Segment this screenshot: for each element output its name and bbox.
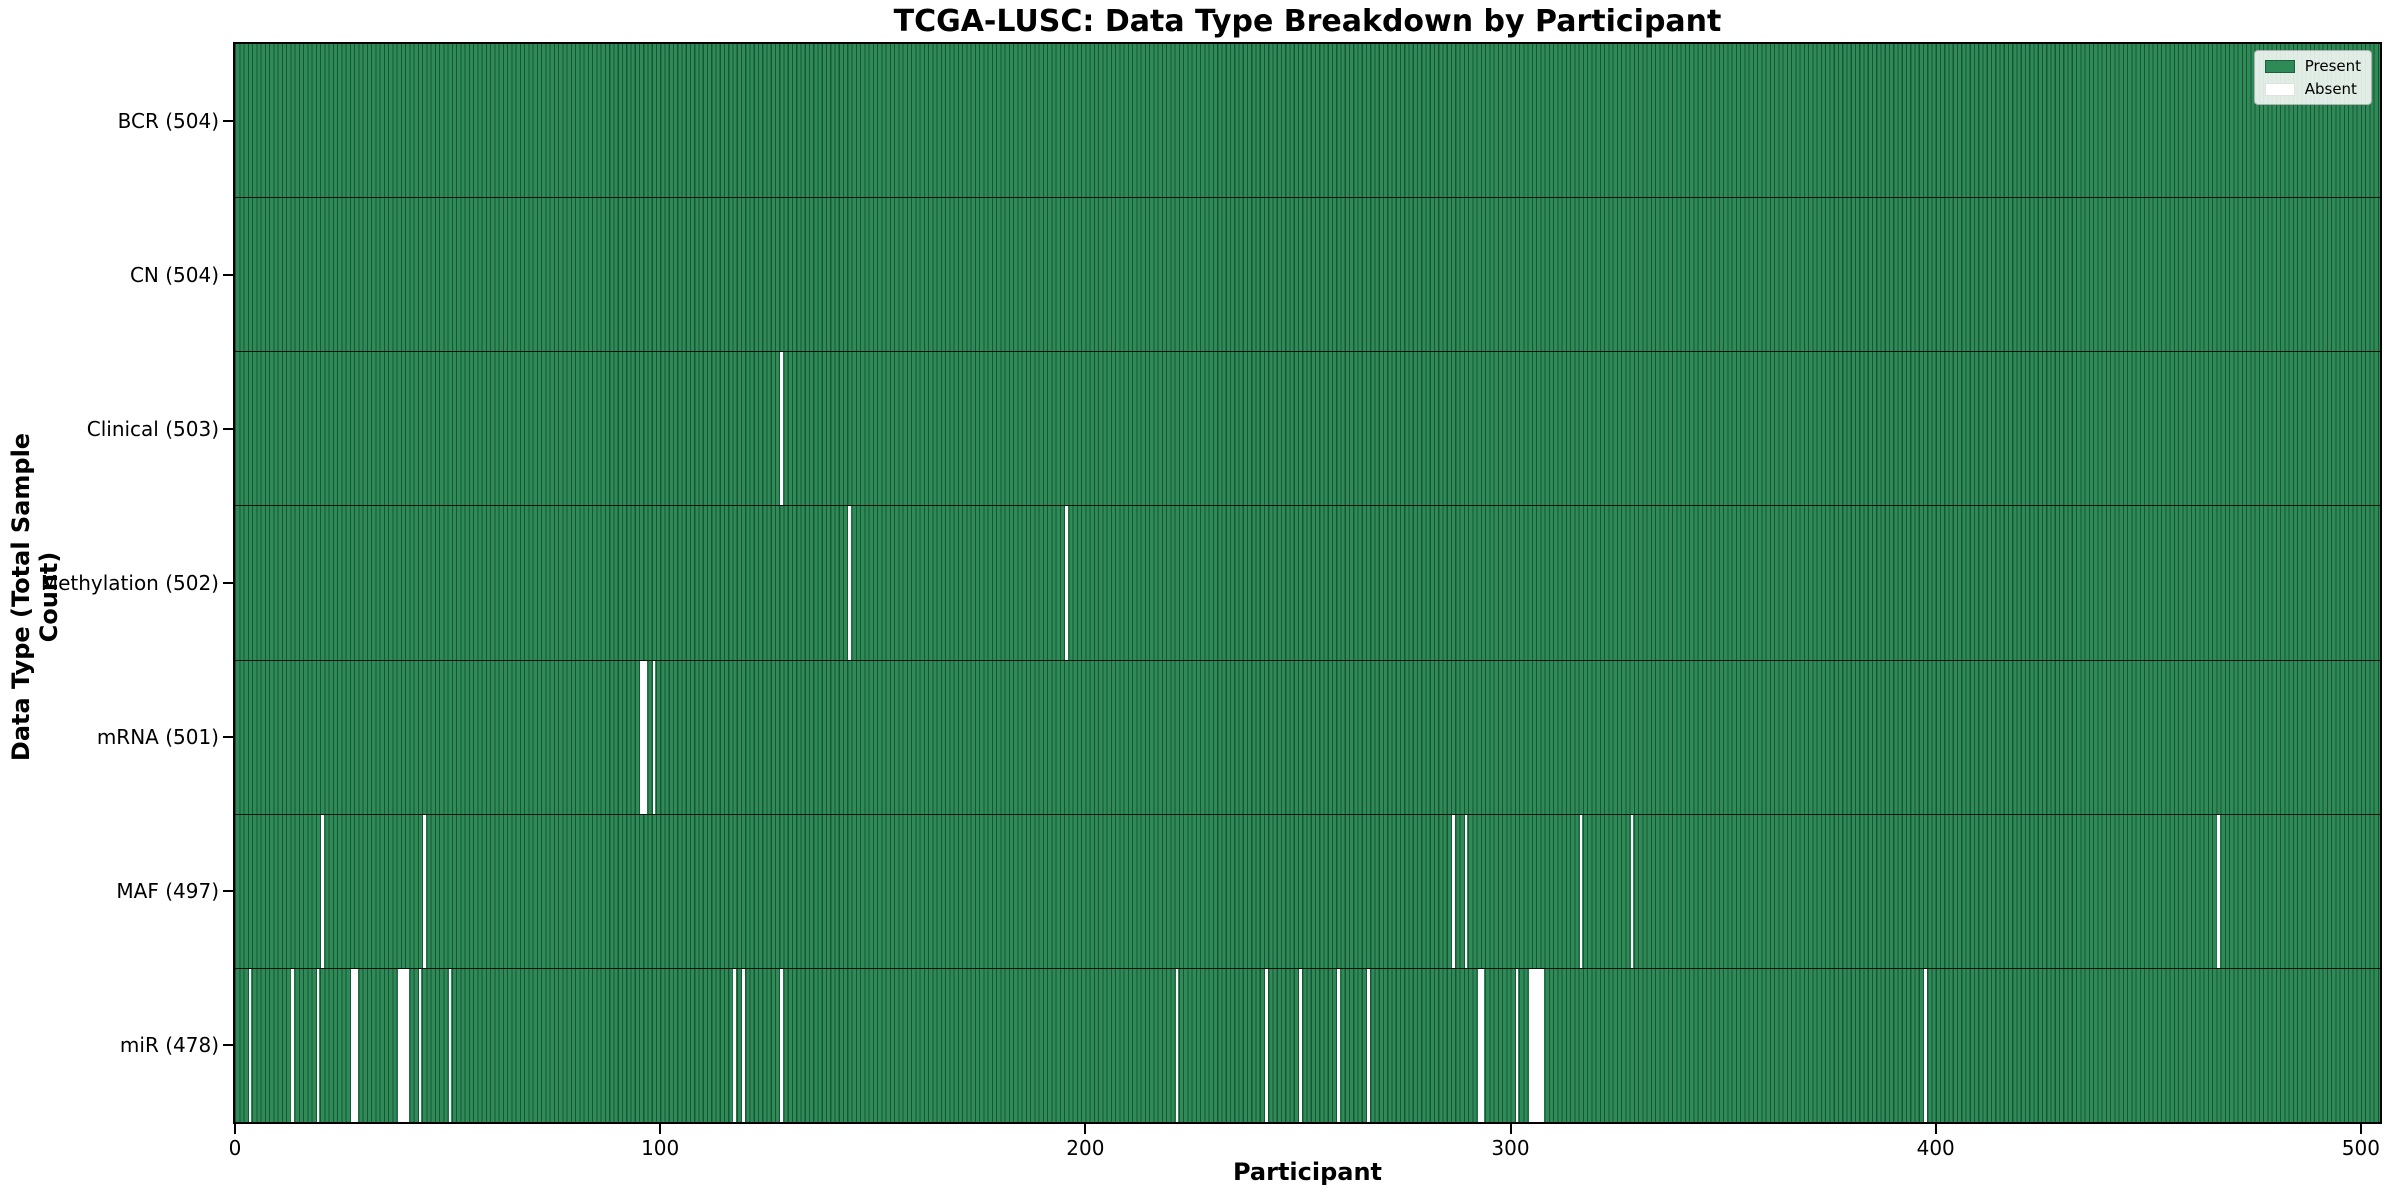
absent-gap: [1464, 814, 1468, 968]
absent-gap: [1923, 968, 1927, 1122]
legend: Present Absent: [2253, 50, 2372, 105]
absent-gap: [1630, 814, 1634, 968]
presence-row-Methylation: [235, 506, 2380, 661]
absent-gap: [2217, 814, 2220, 968]
y-tick-label-BCR: BCR (504): [117, 109, 219, 133]
presence-row-Clinical: [235, 352, 2380, 507]
presence-row-MAF: [235, 814, 2380, 969]
absent-gap: [418, 968, 422, 1122]
absent-gap: [1337, 968, 1340, 1122]
absent-gap: [321, 814, 324, 968]
absent-gap: [1298, 968, 1302, 1122]
legend-present-label: Present: [2304, 57, 2361, 75]
absent-swatch: [2264, 82, 2295, 96]
x-tick-mark: [234, 1124, 236, 1134]
absent-gap: [780, 968, 783, 1122]
absent-gap: [848, 506, 851, 660]
absent-gap: [1366, 968, 1370, 1122]
absent-gap: [248, 968, 252, 1122]
y-tick-mark: [223, 428, 233, 430]
x-tick-mark: [1084, 1124, 1087, 1134]
y-tick-mark: [223, 274, 233, 276]
presence-row-miR: [235, 968, 2380, 1122]
absent-gap: [448, 968, 452, 1122]
present-swatch: [2264, 59, 2295, 73]
x-tick-mark: [659, 1124, 662, 1134]
x-tick-mark: [1509, 1124, 1512, 1134]
absent-gap: [1264, 968, 1268, 1122]
legend-absent-label: Absent: [2304, 80, 2357, 98]
x-tick-label-0: 0: [228, 1136, 242, 1160]
x-tick-label-500: 500: [2341, 1136, 2380, 1160]
absent-gap: [291, 968, 294, 1122]
absent-gap: [741, 968, 745, 1122]
y-tick-label-mRNA: mRNA (501): [96, 725, 219, 749]
y-tick-mark: [223, 1044, 233, 1046]
x-tick-mark: [1934, 1124, 1937, 1134]
y-tick-label-MAF: MAF (497): [116, 879, 219, 903]
absent-gap: [316, 968, 320, 1122]
x-tick-label-200: 200: [1066, 1136, 1105, 1160]
absent-gap: [1065, 506, 1068, 660]
presence-row-mRNA: [235, 660, 2380, 815]
y-tick-mark: [223, 736, 233, 738]
legend-entry-absent: Absent: [2264, 80, 2361, 98]
x-tick-label-400: 400: [1916, 1136, 1955, 1160]
absent-gap: [423, 814, 426, 968]
x-tick-label-100: 100: [641, 1136, 680, 1160]
presence-row-CN: [235, 198, 2380, 353]
y-tick-label-Clinical: Clinical (503): [86, 417, 219, 441]
absent-gap: [780, 352, 783, 506]
y-tick-label-Methylation: Methylation (502): [40, 571, 219, 595]
absent-gap: [733, 968, 737, 1122]
absent-gap: [639, 660, 647, 814]
x-tick-label-300: 300: [1491, 1136, 1530, 1160]
y-tick-label-CN: CN (504): [129, 263, 219, 287]
absent-gap: [1451, 814, 1455, 968]
y-tick-label-miR: miR (478): [119, 1033, 219, 1057]
absent-gap: [652, 660, 656, 814]
x-axis-label: Participant: [1232, 1158, 1383, 1186]
absent-gap: [397, 968, 409, 1122]
absent-gap: [1528, 968, 1544, 1122]
absent-gap: [1175, 968, 1179, 1122]
absent-gap: [1579, 814, 1583, 968]
x-tick-mark: [2359, 1124, 2362, 1134]
plot-area: Present Absent: [233, 42, 2382, 1124]
chart-title: TCGA-LUSC: Data Type Breakdown by Partic…: [893, 4, 1722, 39]
legend-entry-present: Present: [2264, 57, 2361, 75]
absent-gap: [1477, 968, 1485, 1122]
absent-gap: [1515, 968, 1519, 1122]
y-tick-mark: [223, 120, 233, 122]
absent-gap: [350, 968, 358, 1122]
presence-row-BCR: [235, 44, 2380, 199]
y-tick-mark: [223, 890, 233, 892]
y-tick-mark: [223, 582, 233, 584]
